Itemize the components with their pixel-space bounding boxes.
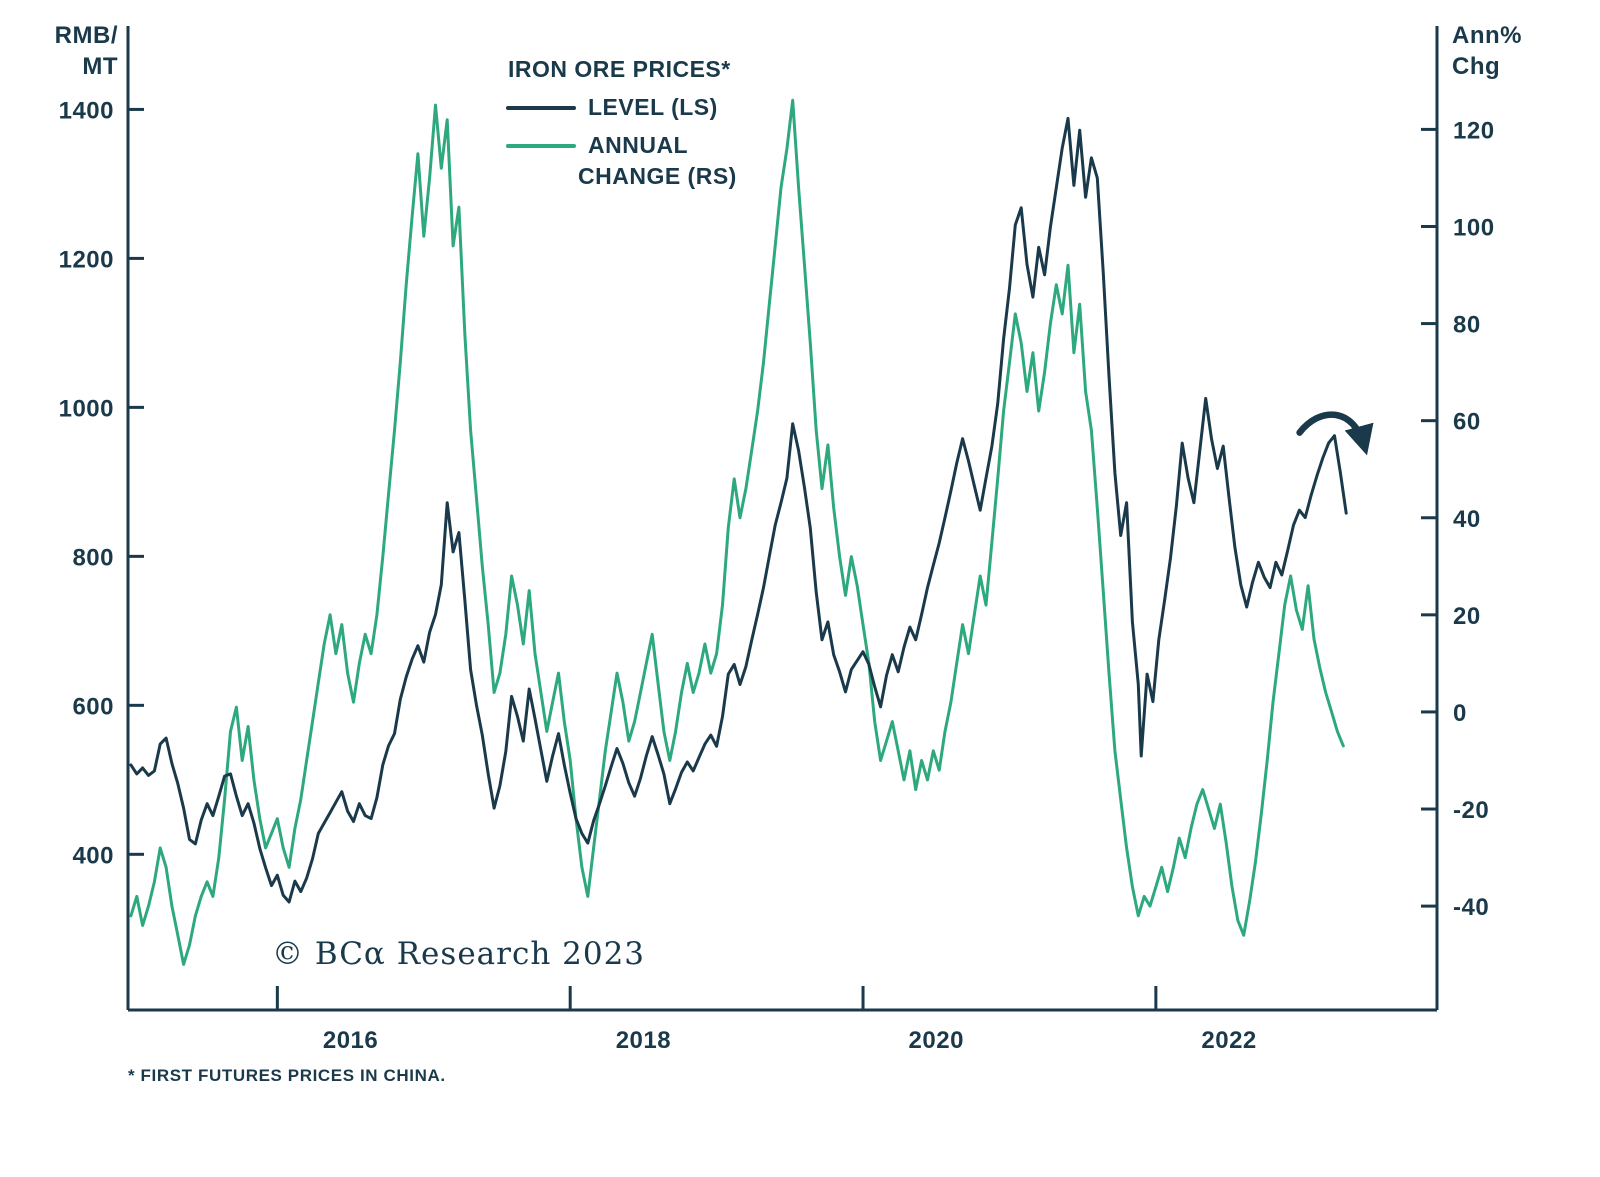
- legend-item-level: LEVEL (LS): [506, 94, 737, 121]
- svg-text:40: 40: [1453, 506, 1481, 533]
- svg-text:1400: 1400: [59, 97, 114, 124]
- chart-footnote: * FIRST FUTURES PRICES IN CHINA.: [128, 1066, 446, 1085]
- chart-legend: IRON ORE PRICES* LEVEL (LS) ANNUAL CHANG…: [506, 56, 737, 190]
- svg-text:800: 800: [72, 544, 114, 571]
- left-axis-unit-line1: RMB/: [54, 22, 118, 49]
- svg-text:20: 20: [1453, 603, 1481, 630]
- annual-change-line-swatch: [506, 143, 576, 148]
- legend-annual-label-line2: CHANGE (RS): [578, 163, 737, 189]
- svg-text:2020: 2020: [909, 1027, 964, 1054]
- svg-text:-20: -20: [1453, 797, 1489, 824]
- bca-research-copyright: © BCα Research 2023: [272, 936, 646, 972]
- svg-text:-40: -40: [1453, 894, 1489, 921]
- svg-text:600: 600: [72, 693, 114, 720]
- svg-text:100: 100: [1453, 214, 1495, 241]
- legend-title: IRON ORE PRICES*: [508, 56, 731, 82]
- svg-text:80: 80: [1453, 312, 1481, 339]
- left-axis-unit: RMB/ MT: [36, 20, 118, 82]
- legend-item-annual-change-cont: CHANGE (RS): [578, 163, 737, 190]
- svg-text:1000: 1000: [59, 395, 114, 422]
- legend-level-label: LEVEL (LS): [588, 94, 718, 120]
- right-axis-unit: Ann% Chg: [1452, 20, 1522, 82]
- svg-text:60: 60: [1453, 409, 1481, 436]
- right-axis-unit-line2: Chg: [1452, 53, 1501, 80]
- right-axis-unit-line1: Ann%: [1452, 22, 1522, 49]
- svg-text:400: 400: [72, 842, 114, 869]
- svg-text:2016: 2016: [323, 1027, 378, 1054]
- svg-text:1200: 1200: [59, 246, 114, 273]
- legend-annual-label-line1: ANNUAL: [588, 132, 689, 158]
- legend-item-annual-change: ANNUAL: [506, 132, 737, 159]
- left-axis-unit-line2: MT: [82, 53, 118, 80]
- level-line-swatch: [506, 105, 576, 110]
- svg-text:0: 0: [1453, 700, 1467, 727]
- svg-text:2022: 2022: [1201, 1027, 1256, 1054]
- svg-text:120: 120: [1453, 117, 1495, 144]
- svg-text:2018: 2018: [616, 1027, 671, 1054]
